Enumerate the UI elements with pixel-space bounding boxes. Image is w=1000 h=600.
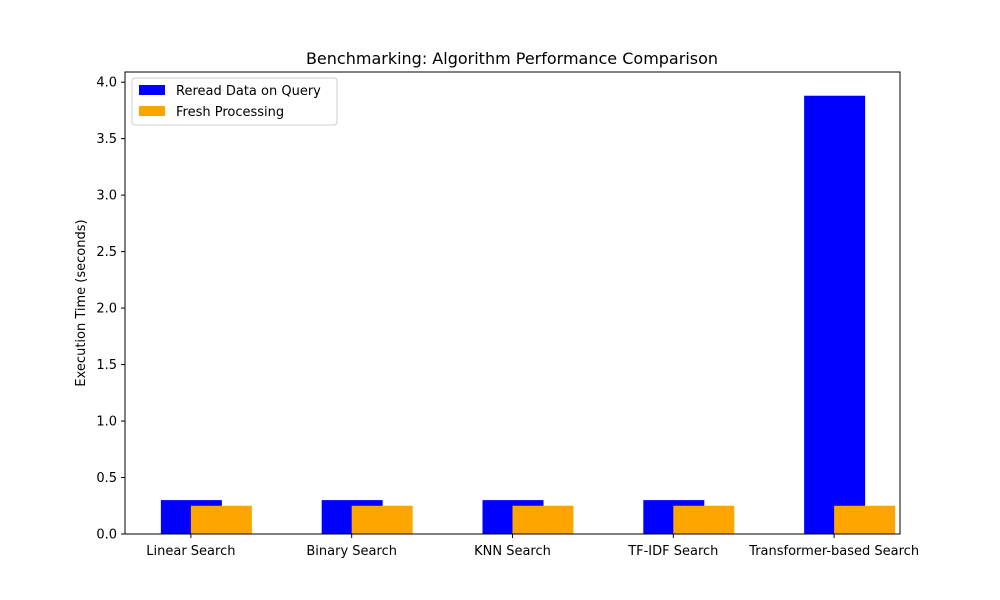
x-tick-label: KNN Search [474, 544, 551, 559]
bar-fresh-processing-linear-search [190, 505, 252, 534]
y-axis-label: Execution Time (seconds) [74, 219, 89, 386]
y-tick-label: 0.0 [96, 528, 117, 543]
bar-fresh-processing-knn-search [512, 505, 574, 534]
bar-fresh-processing-binary-search [351, 505, 413, 534]
y-tick-label: 2.0 [96, 302, 117, 317]
x-tick-label: Binary Search [306, 544, 397, 559]
y-tick-label: 4.0 [96, 76, 117, 91]
plot-frame [124, 71, 901, 535]
bar-reread-data-on-query-transformer-based-search [804, 95, 866, 535]
chart-title: Benchmarking: Algorithm Performance Comp… [306, 49, 718, 68]
legend-swatch-fresh [139, 106, 165, 116]
legend: Reread Data on Query Fresh Processing [131, 77, 338, 126]
legend-label-fresh: Fresh Processing [176, 105, 284, 120]
bars-layer [160, 95, 896, 535]
y-tick-label: 1.0 [96, 415, 117, 430]
legend-box [131, 77, 338, 126]
legend-swatch-reread [139, 85, 165, 95]
bar-fresh-processing-tf-idf-search [673, 505, 735, 534]
x-tick-label: Linear Search [146, 544, 235, 559]
y-tick-label: 2.5 [96, 245, 117, 260]
x-tick-label: Transformer-based Search [748, 544, 919, 559]
y-tick-label: 3.0 [96, 189, 117, 204]
y-tick-label: 3.5 [96, 132, 117, 147]
y-tick-label: 1.5 [96, 358, 117, 373]
y-tick-label: 0.5 [96, 471, 117, 486]
legend-label-reread: Reread Data on Query [176, 84, 321, 99]
bar-fresh-processing-transformer-based-search [834, 505, 896, 534]
x-tick-label: TF-IDF Search [627, 544, 718, 559]
x-axis: Linear Search Binary Search KNN Search TF-I… [146, 534, 919, 559]
y-axis: 0.0 0.5 1.0 1.5 2.0 2.5 3.0 3.5 4.0 [96, 76, 125, 543]
